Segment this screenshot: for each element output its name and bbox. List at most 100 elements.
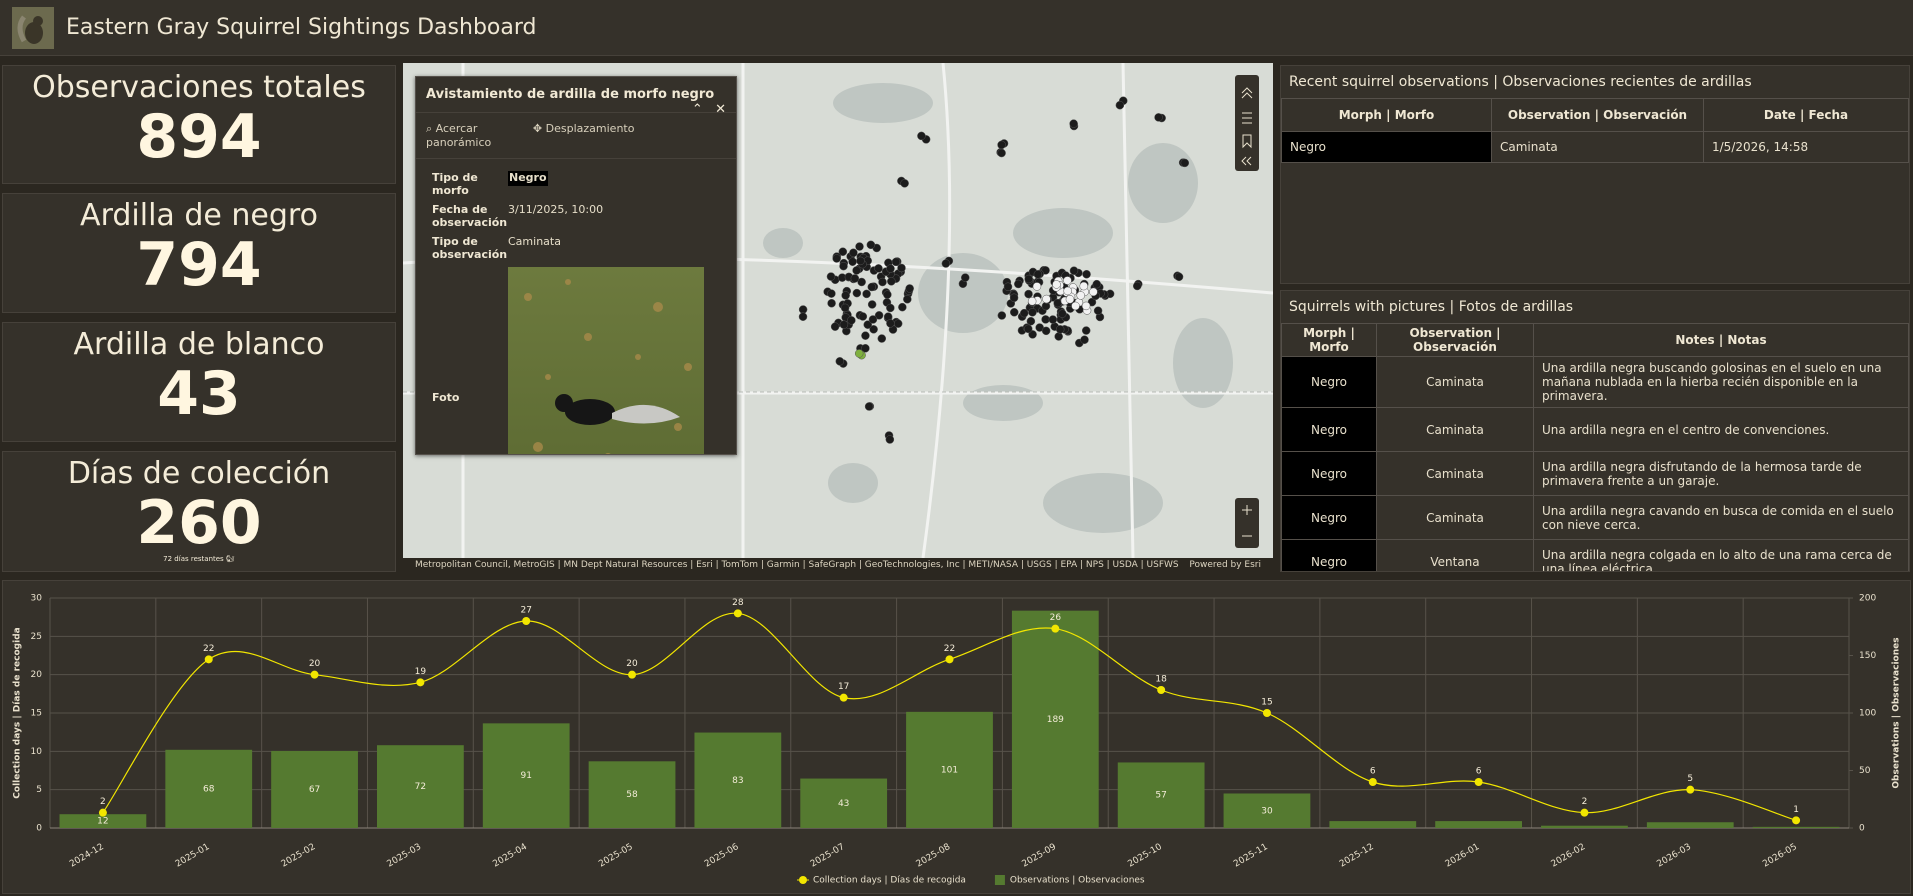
sighting xyxy=(1042,294,1051,304)
x-tick-label: 2025-01 xyxy=(174,842,212,869)
column-header: Notes | Notas xyxy=(1533,323,1909,357)
popup-field: Foto xyxy=(416,267,736,454)
water xyxy=(583,83,1233,533)
sighting xyxy=(798,305,808,314)
table-cell: Caminata xyxy=(1376,407,1534,452)
x-tick-label: 2025-06 xyxy=(703,842,741,870)
field-label: Tipo de observación xyxy=(432,235,508,261)
sighting xyxy=(835,357,845,366)
table-cell: Caminata xyxy=(1376,451,1534,496)
sighting xyxy=(827,299,836,308)
sighting xyxy=(838,247,848,256)
sighting xyxy=(862,289,871,299)
powered-by: Powered by Esri xyxy=(1189,560,1261,570)
y-tick-label: 0 xyxy=(36,824,42,834)
recent-table-panel: Recent squirrel observations | Observaci… xyxy=(1280,65,1910,284)
line-point xyxy=(1157,686,1166,694)
line xyxy=(102,612,1797,821)
line-value-label: 2 xyxy=(100,797,106,807)
sighting xyxy=(1082,269,1091,279)
bar-value-label: 12 xyxy=(97,817,108,827)
y2-tick-label: 0 xyxy=(1859,824,1865,834)
table-cell: Negro xyxy=(1281,131,1492,163)
table-cell: Caminata xyxy=(1376,356,1534,408)
y-tick-label: 30 xyxy=(31,594,43,604)
sighting xyxy=(830,322,840,331)
table-row: Negro Caminata Una ardilla negra disfrutan… xyxy=(1281,451,1909,496)
x-tick-label: 2026-05 xyxy=(1761,842,1799,869)
line-value-label: 6 xyxy=(1370,767,1376,777)
sighting xyxy=(841,291,850,300)
x-tick-label: 2024-12 xyxy=(68,842,106,869)
pan-action[interactable]: ✥ Desplazamiento panorámico xyxy=(426,122,635,149)
indicator-value: 43 xyxy=(157,359,241,429)
sighting xyxy=(868,315,878,324)
sighting xyxy=(1003,282,1013,292)
table-cell: Una ardilla negra cavando en busca de co… xyxy=(1533,495,1909,540)
sighting xyxy=(1081,301,1091,311)
sighting xyxy=(900,179,909,188)
indicator: Ardilla de negro 794 xyxy=(2,193,396,313)
y2-tick-label: 100 xyxy=(1859,709,1876,719)
indicator: Ardilla de blanco 43 xyxy=(2,322,396,442)
y-tick-label: 15 xyxy=(31,709,42,719)
field-value: Negro xyxy=(508,171,548,186)
table-cell: Negro xyxy=(1281,407,1377,452)
bar xyxy=(165,749,253,828)
sighting xyxy=(887,277,896,286)
table-cell: Ventana xyxy=(1376,539,1534,571)
table-row: Negro Caminata Una ardilla negra buscando … xyxy=(1281,356,1909,408)
legend-label: Observations | Observaciones xyxy=(1010,876,1145,886)
sighting xyxy=(1065,295,1075,304)
table-cell: Una ardilla negra buscando golosinas en … xyxy=(1533,356,1909,408)
y-tick-label: 10 xyxy=(31,747,43,757)
popup-controls[interactable]: ⌃ ✕ xyxy=(691,102,726,117)
photo xyxy=(508,267,704,454)
sighting xyxy=(886,264,895,273)
attribution: Metropolitan Council, MetroGIS | MN Dept… xyxy=(403,558,1273,572)
x-tick-label: 2025-05 xyxy=(597,842,635,869)
attribution-text: Metropolitan Council, MetroGIS | MN Dept… xyxy=(415,560,1179,570)
x-tick-label: 2025-04 xyxy=(491,842,529,870)
line-point xyxy=(416,678,425,687)
table-row: Negro Caminata Una ardilla negra en el cen… xyxy=(1281,407,1909,452)
sighting xyxy=(1080,335,1089,344)
action-label[interactable]: Desplazamiento panorámico xyxy=(426,122,635,149)
sighting xyxy=(1079,281,1089,291)
sighting xyxy=(893,319,903,328)
sighting xyxy=(858,312,868,321)
sighting xyxy=(1010,308,1019,317)
zoom-action[interactable]: ⌕ Acercar xyxy=(426,122,478,135)
table-cell: Caminata xyxy=(1491,131,1704,163)
sighting xyxy=(886,303,895,313)
map-toolbar[interactable] xyxy=(1235,75,1259,548)
line-point xyxy=(945,655,954,664)
sighting xyxy=(1174,272,1184,282)
table-cell: Negro xyxy=(1281,539,1377,571)
sighting xyxy=(917,131,926,141)
bar-value-label: 57 xyxy=(1155,791,1166,801)
y-axis-title: Collection days | Días de recogida xyxy=(13,627,23,798)
sighting xyxy=(1081,326,1091,335)
popup[interactable]: Avistamiento de ardilla de morfo negro ⌃ … xyxy=(415,76,737,455)
bar xyxy=(906,711,993,828)
action-label[interactable]: Acercar xyxy=(435,122,478,135)
sighting xyxy=(854,349,864,358)
line-value-label: 5 xyxy=(1687,774,1693,784)
sighting xyxy=(861,344,870,353)
sighting xyxy=(1024,289,1033,299)
sighting xyxy=(840,303,850,313)
panel-title: Recent squirrel observations | Observaci… xyxy=(1289,74,1752,90)
bar-value-label: 189 xyxy=(1047,715,1064,725)
map[interactable]: Avistamiento de ardilla de morfo negro ⌃ … xyxy=(403,63,1273,572)
sighting xyxy=(961,273,970,282)
table-row: Negro Caminata Una ardilla negra cavando e… xyxy=(1281,495,1909,540)
table-cell: 1/5/2026, 14:58 xyxy=(1703,131,1909,163)
sighting xyxy=(1058,309,1067,318)
line-value-label: 20 xyxy=(626,659,638,669)
y-tick-label: 5 xyxy=(36,785,42,795)
header-row: Morph | Morfo Observation | Observación Da… xyxy=(1281,98,1909,132)
indicator: Días de colección 260 72 días restantes … xyxy=(2,451,396,572)
